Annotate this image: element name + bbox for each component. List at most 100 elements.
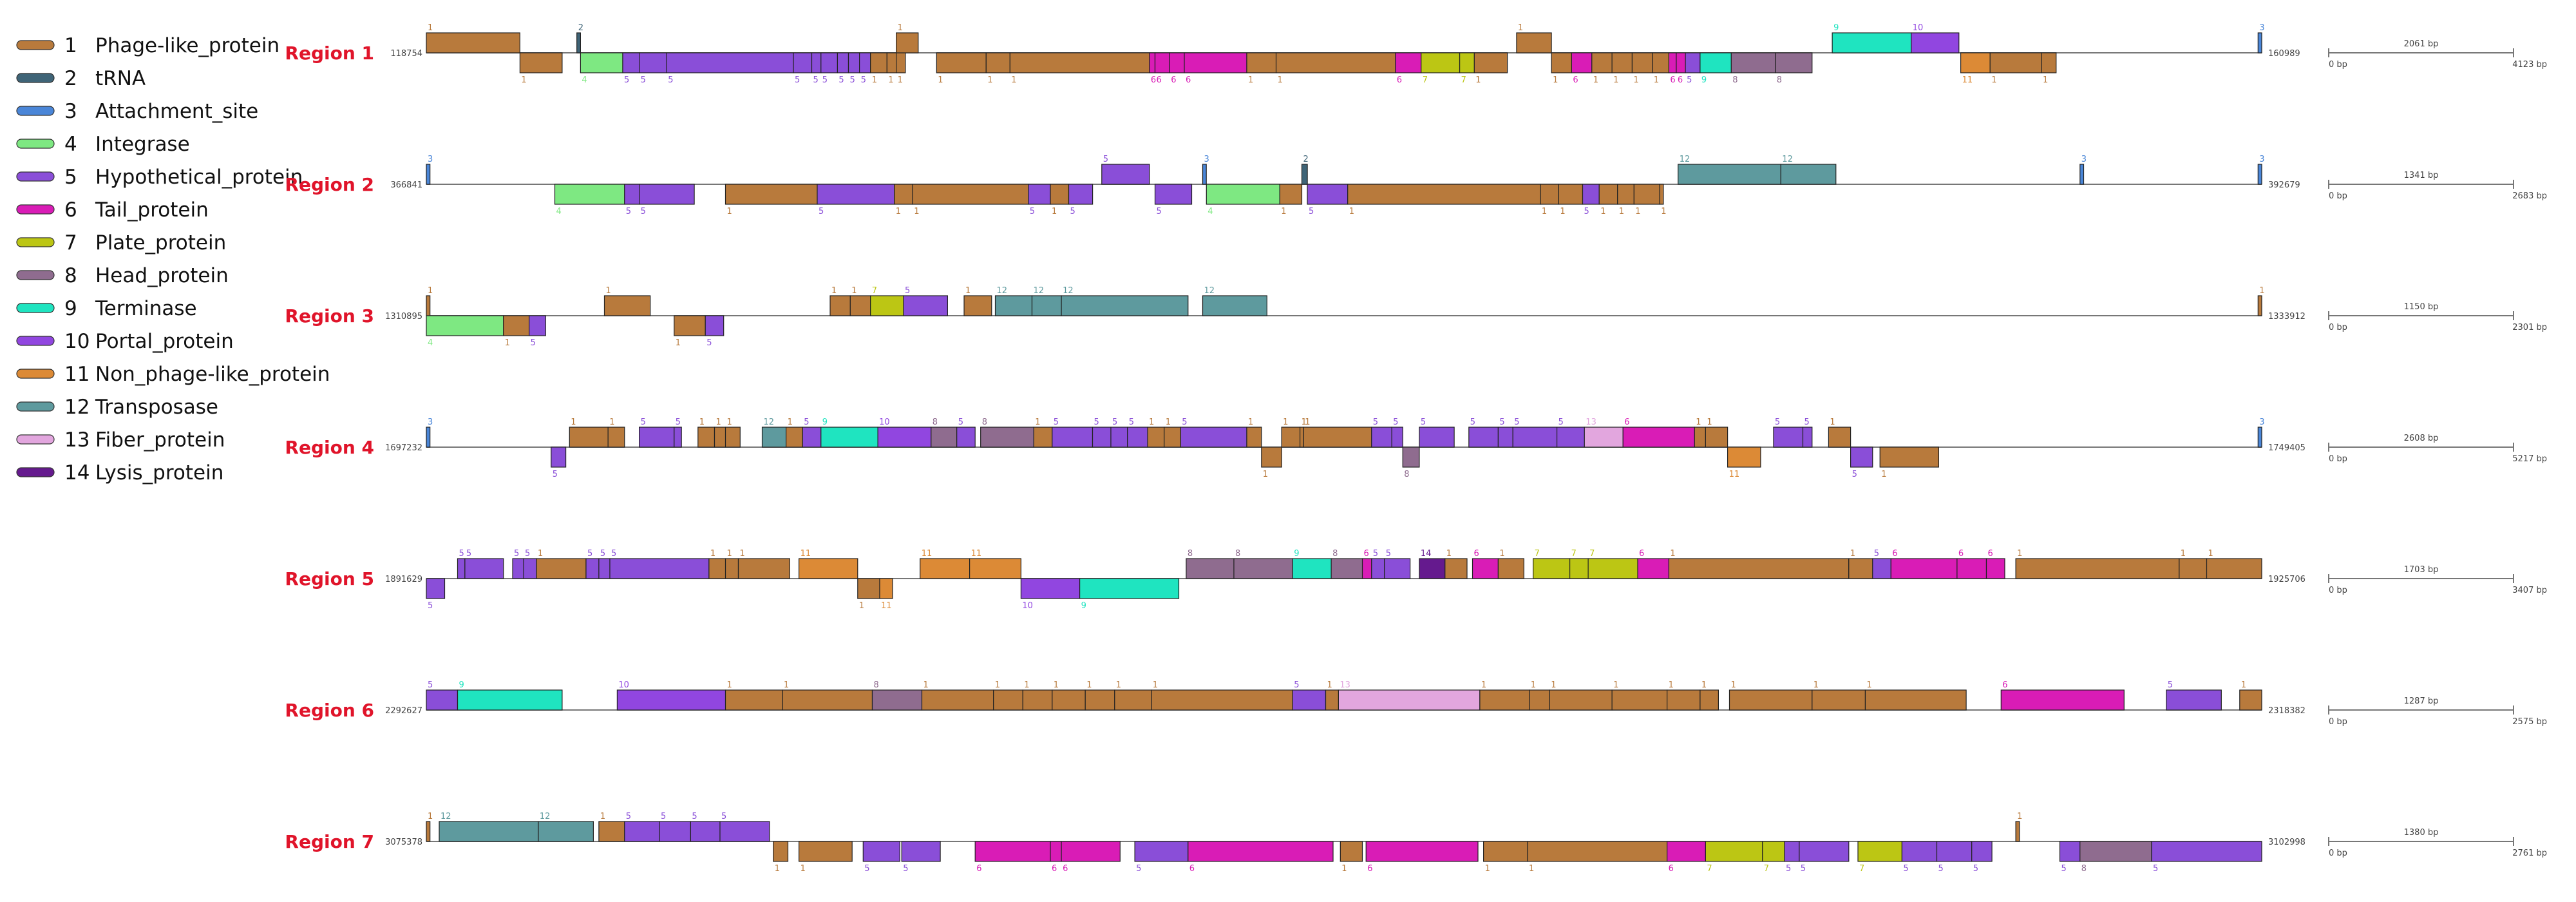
gene-39-label: 13 (1586, 417, 1596, 427)
gene-49-box (2257, 32, 2262, 53)
gene-28-label: 1 (1283, 417, 1288, 427)
gene-30-label: 1 (1499, 549, 1504, 559)
gene-2-label: 12 (440, 812, 451, 821)
gene-24-label: 1 (1619, 207, 1624, 216)
gene-19-box (1079, 578, 1180, 599)
gene-33-label: 8 (1404, 470, 1409, 479)
legend-label-12: Transposase (95, 396, 218, 419)
gene-10-label: 1 (800, 864, 806, 874)
gene-42-label: 1 (1707, 417, 1712, 427)
gene-15-box (886, 52, 897, 73)
gene-4-box (724, 689, 783, 711)
gene-30-label: 3 (2259, 155, 2264, 164)
gene-12-label: 5 (903, 864, 908, 874)
gene-13-box (798, 558, 858, 579)
gene-2-box (439, 821, 539, 842)
gene-13-box (994, 295, 1033, 316)
gene-5-box (523, 558, 537, 579)
gene-5-box (624, 821, 660, 842)
gene-11-label: 5 (838, 75, 844, 85)
gene-2-box (457, 689, 563, 711)
gene-13-label: 1 (1153, 680, 1158, 690)
gene-16-label: 13 (1340, 680, 1350, 690)
gene-21-label: 1 (1560, 207, 1565, 216)
gene-5-label: 1 (784, 680, 789, 690)
gene-15-box (931, 427, 958, 448)
scale-bar-start-label: 0 bp (2329, 454, 2347, 464)
gene-27-label: 5 (2168, 680, 2173, 690)
gene-27-label: 7 (1859, 864, 1864, 874)
gene-17-label: 2 (1303, 155, 1309, 164)
gene-1-box (426, 821, 431, 842)
gene-47-label: 5 (1852, 470, 1857, 479)
gene-8-label: 5 (795, 75, 800, 85)
legend: 1 Phage-like_protein 2 tRNA 3 Attachment_site… (16, 34, 330, 485)
gene-21-label: 5 (1112, 417, 1117, 427)
gene-37-label: 5 (1874, 549, 1879, 559)
gene-24-label: 1 (1814, 680, 1819, 690)
gene-11-box (837, 52, 849, 73)
gene-23-label: 7 (1707, 864, 1712, 874)
gene-11-box (724, 558, 739, 579)
gene-4-label: 5 (641, 207, 646, 216)
gene-29-box (1936, 841, 1973, 862)
gene-3-box (576, 32, 582, 53)
gene-11-box (1068, 184, 1094, 205)
gene-24-box (1812, 689, 1866, 711)
gene-28-box (1444, 558, 1468, 579)
gene-16-box (1279, 184, 1303, 205)
gene-20-label: 1 (1613, 680, 1618, 690)
legend-swatch-1 (16, 40, 55, 50)
gene-32-label: 1 (1553, 75, 1558, 85)
region-start-coordinate: 366841 (390, 180, 422, 190)
gene-2-label: 9 (459, 680, 464, 690)
gene-20-label: 1 (1485, 864, 1490, 874)
gene-17-label: 1 (1481, 680, 1486, 690)
gene-16-label: 12 (1204, 286, 1215, 296)
gene-14-box (1050, 841, 1062, 862)
gene-15-label: 8 (933, 417, 938, 427)
gene-47-label: 1 (1991, 75, 1996, 85)
scale-bar-start-label: 0 bp (2329, 586, 2347, 595)
gene-33-label: 7 (1589, 549, 1595, 559)
gene-3-label: 2 (578, 23, 583, 33)
gene-48-box (2041, 52, 2057, 73)
gene-28-box (1281, 427, 1301, 448)
gene-15-box (1325, 689, 1340, 711)
gene-7-box (894, 184, 913, 205)
gene-18-box (1033, 427, 1053, 448)
gene-12-box (901, 841, 941, 862)
legend-label-1: Phage-like_protein (95, 34, 279, 57)
gene-38-box (1890, 558, 1958, 579)
gene-9-label: 1 (1024, 680, 1029, 690)
gene-8-label: 1 (995, 680, 1000, 690)
gene-1-box (426, 295, 431, 316)
gene-13-label: 5 (1157, 207, 1162, 216)
gene-9-box (1022, 689, 1053, 711)
gene-14-label: 12 (1034, 286, 1045, 296)
gene-37-box (1872, 558, 1891, 579)
gene-12-box (802, 427, 822, 448)
gene-32-box (1551, 52, 1573, 73)
gene-34-box (1591, 52, 1613, 73)
gene-3-label: 10 (618, 680, 629, 690)
gene-7-box (666, 52, 794, 73)
gene-10-box (798, 841, 853, 862)
gene-33-box (1587, 558, 1638, 579)
gene-17-label: 6 (1189, 864, 1195, 874)
gene-23-label: 1 (1600, 207, 1605, 216)
gene-18-label: 1 (938, 75, 943, 85)
scale-bar-start-label: 0 bp (2329, 849, 2347, 858)
gene-20-label: 1 (1542, 207, 1547, 216)
gene-28-box (2239, 689, 2262, 711)
region-title: Region 2 (285, 174, 374, 195)
gene-34-label: 1 (1593, 75, 1598, 85)
gene-39-label: 6 (1678, 75, 1683, 85)
legend-number-8: 8 (64, 264, 77, 287)
gene-28-box (1901, 841, 1938, 862)
gene-34-label: 5 (1421, 417, 1426, 427)
gene-5-box (782, 689, 873, 711)
gene-29-box (1459, 52, 1475, 73)
gene-13-label: 12 (997, 286, 1008, 296)
gene-17-box (1188, 841, 1334, 862)
